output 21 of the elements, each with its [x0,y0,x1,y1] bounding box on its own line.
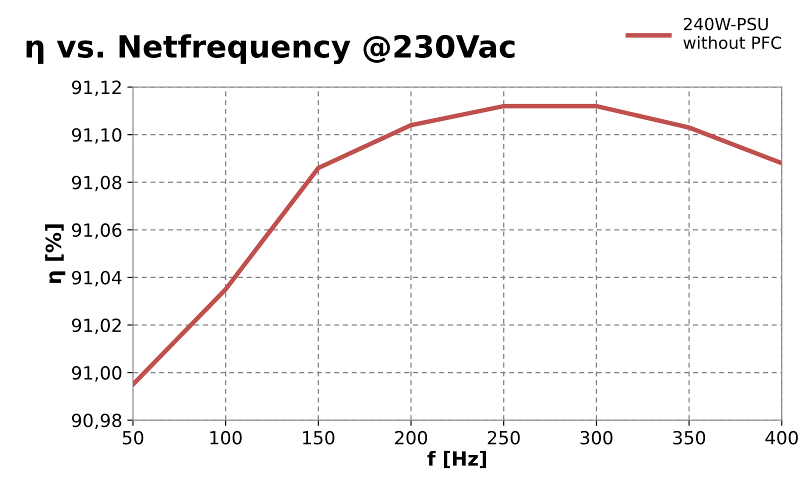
y-tick-label: 90,98 [72,414,122,430]
x-tick-label: 50 [122,430,144,445]
x-tick-label: 150 [303,430,334,445]
y-tick-label: 91,12 [72,80,121,96]
y-tick-label: 91,06 [72,223,122,239]
y-axis-title: η [%] [45,224,66,283]
line-series [132,104,782,387]
x-tick-label: 100 [210,430,242,445]
x-axis-title: f [Hz] [427,450,486,468]
x-tick-label: 200 [395,430,428,445]
y-tick-label: 91,00 [72,366,122,382]
chart-title: η vs. Netfrequency @230Vac [26,34,515,64]
legend-label: 240W-PSU without PFC [683,18,782,50]
y-tick-label: 91,08 [72,176,122,192]
x-tick-label: 400 [765,430,798,445]
x-tick-label: 250 [488,430,520,445]
x-tick-label: 350 [673,430,706,445]
y-tick-label: 91,04 [72,270,122,286]
y-tick-label: 91,10 [72,128,122,144]
y-tick-label: 91,02 [72,318,121,334]
x-tick-label: 300 [580,430,612,445]
